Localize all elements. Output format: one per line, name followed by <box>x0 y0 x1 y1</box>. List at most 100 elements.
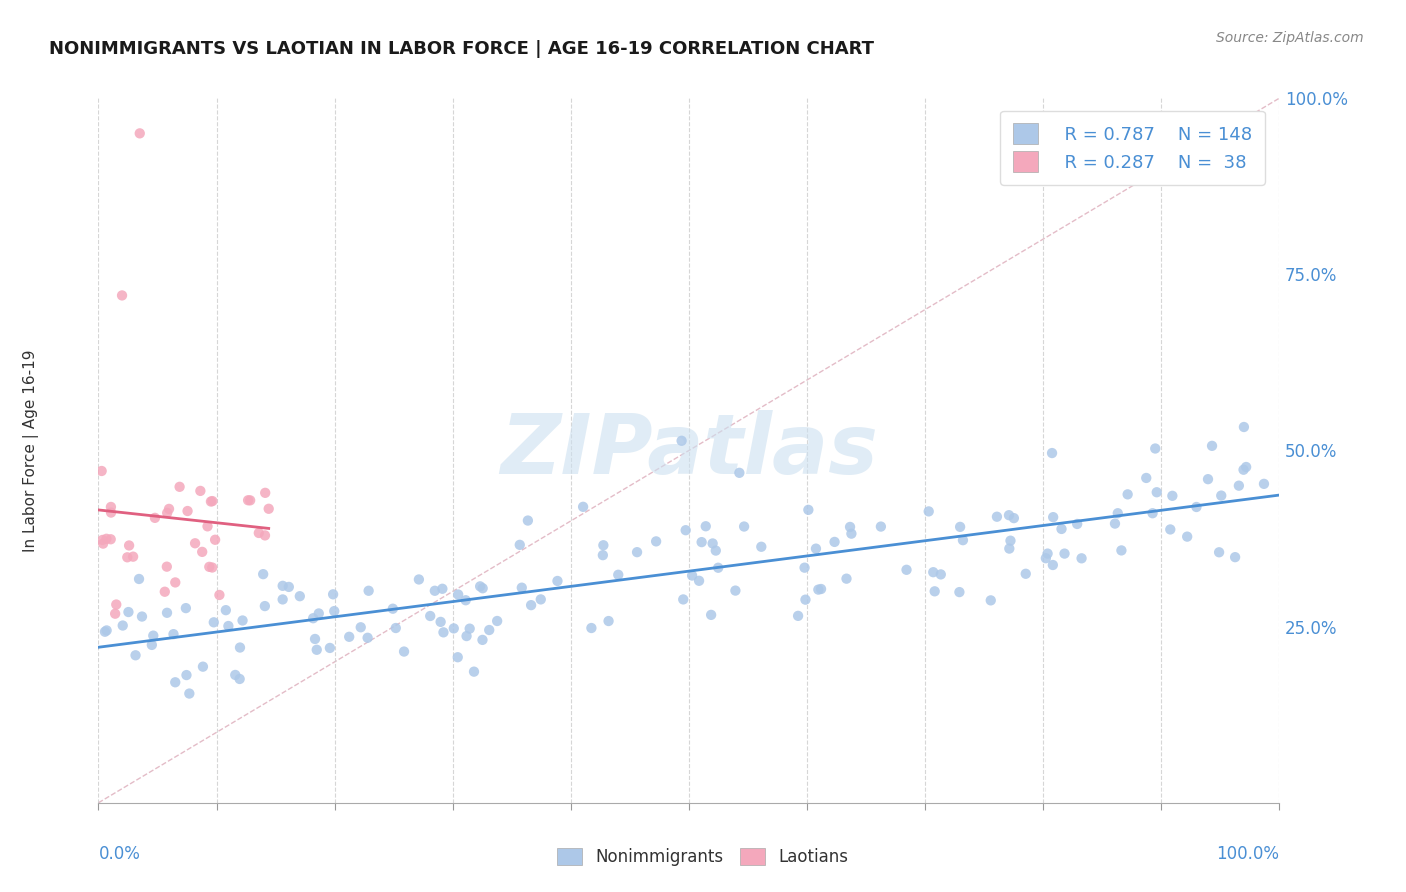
Point <box>124 648 146 663</box>
Point <box>870 519 893 533</box>
Text: NONIMMIGRANTS VS LAOTIAN IN LABOR FORCE | AGE 16-19 CORRELATION CHART: NONIMMIGRANTS VS LAOTIAN IN LABOR FORCE … <box>49 40 875 58</box>
Point <box>319 640 342 655</box>
Point <box>131 609 153 624</box>
Point <box>156 559 179 574</box>
Point <box>1035 551 1057 566</box>
Point <box>308 607 330 621</box>
Point <box>304 632 326 646</box>
Point <box>128 572 150 586</box>
Legend:   R = 0.787    N = 148,   R = 0.287    N =  38: R = 0.787 N = 148, R = 0.287 N = 38 <box>1001 111 1264 185</box>
Point <box>952 533 974 548</box>
Point <box>1002 511 1025 525</box>
Point <box>190 483 212 498</box>
Point <box>322 587 344 601</box>
Point <box>1144 442 1167 456</box>
Point <box>478 623 501 637</box>
Point <box>100 500 122 514</box>
Point <box>156 606 179 620</box>
Point <box>419 609 441 624</box>
Point <box>288 589 311 603</box>
Point <box>520 598 543 612</box>
Point <box>671 434 693 448</box>
Point <box>117 605 139 619</box>
Point <box>228 672 250 686</box>
Point <box>804 541 827 556</box>
Point <box>191 545 214 559</box>
Point <box>1066 516 1088 531</box>
Point <box>232 614 254 628</box>
Point <box>157 502 180 516</box>
Point <box>1135 471 1157 485</box>
Point <box>645 534 668 549</box>
Point <box>128 127 150 141</box>
Point <box>592 548 614 562</box>
Point <box>728 466 751 480</box>
Point <box>215 603 238 617</box>
Point <box>117 550 139 565</box>
Point <box>626 545 648 559</box>
Text: In Labor Force | Age 16-19: In Labor Force | Age 16-19 <box>24 349 39 552</box>
Point <box>918 504 941 518</box>
Point <box>202 615 225 630</box>
Point <box>922 565 945 579</box>
Point <box>1111 543 1133 558</box>
Point <box>835 572 858 586</box>
Point <box>456 629 478 643</box>
Point <box>1042 510 1064 524</box>
Point <box>179 687 201 701</box>
Point <box>458 622 481 636</box>
Point <box>197 519 219 533</box>
Point <box>1253 476 1275 491</box>
Point <box>429 615 451 629</box>
Point <box>443 621 465 635</box>
Point <box>546 574 568 588</box>
Point <box>681 568 703 582</box>
Point <box>948 585 970 599</box>
Point <box>468 579 491 593</box>
Point <box>700 607 723 622</box>
Point <box>229 640 252 655</box>
Point <box>1116 487 1139 501</box>
Point <box>141 638 163 652</box>
Point <box>302 611 325 625</box>
Text: 100.0%: 100.0% <box>1216 845 1279 863</box>
Point <box>688 574 710 588</box>
Point <box>252 567 274 582</box>
Point <box>454 593 477 607</box>
Point <box>169 480 191 494</box>
Point <box>986 509 1008 524</box>
Legend: Nonimmigrants, Laotians: Nonimmigrants, Laotians <box>548 840 858 875</box>
Point <box>201 494 224 508</box>
Point <box>236 493 259 508</box>
Point <box>176 668 198 682</box>
Point <box>257 501 280 516</box>
Point <box>824 535 846 549</box>
Point <box>672 592 695 607</box>
Point <box>810 582 832 596</box>
Point <box>896 563 918 577</box>
Point <box>471 581 494 595</box>
Point <box>1208 545 1230 559</box>
Point <box>998 541 1021 556</box>
Point <box>94 624 117 639</box>
Point <box>1107 506 1129 520</box>
Point <box>198 559 221 574</box>
Point <box>724 583 747 598</box>
Point <box>91 536 114 550</box>
Point <box>90 464 112 478</box>
Point <box>1234 460 1257 475</box>
Point <box>100 506 122 520</box>
Point <box>91 533 114 547</box>
Point <box>839 520 862 534</box>
Point <box>572 500 595 514</box>
Point <box>1036 547 1059 561</box>
Point <box>1015 566 1038 581</box>
Point <box>1232 463 1254 477</box>
Point <box>204 533 226 547</box>
Point <box>96 624 118 638</box>
Point <box>104 607 127 621</box>
Point <box>1233 420 1256 434</box>
Point <box>381 601 404 615</box>
Point <box>200 494 222 508</box>
Point <box>217 619 239 633</box>
